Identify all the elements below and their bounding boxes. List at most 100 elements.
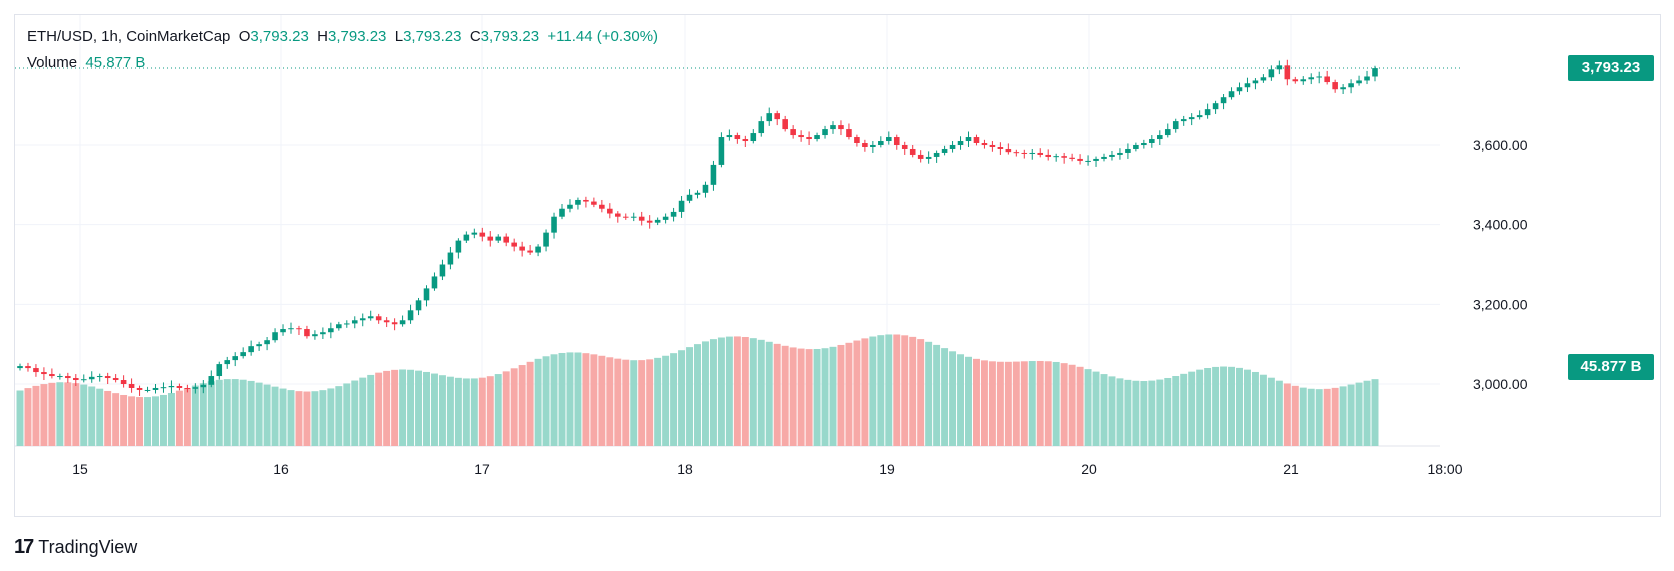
candle-body xyxy=(120,380,127,384)
volume-bar xyxy=(183,388,191,446)
candle-body xyxy=(320,332,326,335)
volume-bar xyxy=(502,371,510,446)
candle-body xyxy=(1356,80,1362,84)
price-tick-label: 3,400.00 xyxy=(1473,217,1528,233)
volume-bar xyxy=(797,348,805,446)
volume-bar xyxy=(1188,371,1196,446)
volume-bar xyxy=(845,342,853,446)
volume-bar xyxy=(869,336,877,446)
volume-bar xyxy=(781,345,789,446)
volume-bar xyxy=(1060,363,1068,446)
volume-bar xyxy=(430,373,438,446)
volume-bar xyxy=(223,379,231,446)
candle-body xyxy=(1085,160,1091,162)
candle-body xyxy=(447,252,454,265)
volume-bar xyxy=(630,360,638,446)
candle-body xyxy=(933,152,940,157)
volume-bar xyxy=(670,353,678,446)
candle-body xyxy=(519,246,525,251)
candle-body xyxy=(224,360,231,365)
candle-body xyxy=(49,374,55,377)
candle-body xyxy=(949,145,956,149)
candle-body xyxy=(1045,154,1051,157)
volume-bar xyxy=(925,341,933,446)
legend-high-label: H xyxy=(317,28,328,45)
candle-body xyxy=(415,300,422,311)
volume-bar xyxy=(1076,366,1084,446)
volume-bar xyxy=(1140,381,1148,446)
price-tick-label: 3,000.00 xyxy=(1473,376,1528,392)
candle-body xyxy=(1204,109,1211,116)
volume-bar xyxy=(821,348,829,446)
volume-bar xyxy=(1204,368,1212,446)
volume-bar xyxy=(231,379,239,446)
volume-bar xyxy=(351,380,359,446)
volume-bar xyxy=(16,390,24,446)
legend-open-label: O xyxy=(238,28,251,45)
volume-bar xyxy=(1100,374,1108,446)
candle-body xyxy=(670,211,677,217)
candle-body xyxy=(1109,154,1115,157)
candle-body xyxy=(734,135,741,140)
candle-body xyxy=(1372,68,1378,77)
candle-body xyxy=(1172,121,1179,130)
volume-bar xyxy=(885,334,893,446)
volume-bar xyxy=(1028,361,1036,446)
volume-bar xyxy=(255,382,263,446)
volume-bar xyxy=(861,338,869,446)
volume-bar xyxy=(1267,377,1275,446)
candle-body xyxy=(423,288,430,301)
volume-bar xyxy=(423,371,430,446)
volume-bar xyxy=(526,361,534,446)
chart-canvas[interactable]: 3,000.00 3,200.00 3,400.00 3,600.00 15 16 17 18… xyxy=(15,15,1660,516)
volume-bar xyxy=(446,376,454,446)
candle-body xyxy=(1061,156,1067,158)
legend-high: 3,793.23 xyxy=(328,28,387,45)
candle-body xyxy=(1101,156,1107,159)
volume-bar xyxy=(972,358,980,446)
candle-body xyxy=(264,340,270,345)
volume-bar xyxy=(191,385,199,446)
volume-bar xyxy=(662,355,670,446)
candle-body xyxy=(1316,76,1322,78)
candle-body xyxy=(1292,79,1299,82)
candle-body xyxy=(25,366,31,369)
tradingview-logo[interactable]: 17 TradingView xyxy=(14,536,137,559)
candle-body xyxy=(766,113,773,122)
candle-body xyxy=(1308,77,1315,80)
time-tick-label: 18:00 xyxy=(1427,461,1462,477)
candle-body xyxy=(591,201,597,205)
volume-bar xyxy=(725,336,733,446)
candle-body xyxy=(216,364,223,377)
candle-body xyxy=(909,148,916,155)
candle-body xyxy=(1212,103,1219,110)
candle-body xyxy=(192,387,199,389)
volume-bar xyxy=(263,384,271,446)
volume-bar xyxy=(391,369,399,446)
volume-bar xyxy=(1084,369,1092,446)
volume-bar xyxy=(773,343,781,446)
volume-bar xyxy=(64,382,72,446)
last-price-tag: 3,793.23 xyxy=(1568,55,1654,81)
candle-body xyxy=(80,379,87,381)
volume-bar xyxy=(1068,364,1076,446)
volume-bar xyxy=(359,377,367,446)
candle-body xyxy=(1324,76,1330,83)
volume-bar xyxy=(1363,380,1371,446)
candle-body xyxy=(280,329,286,333)
volume-bar xyxy=(438,375,446,446)
candle-body xyxy=(1093,158,1099,161)
candle-body xyxy=(559,208,565,217)
candle-body xyxy=(1340,87,1346,90)
candle-body xyxy=(989,145,996,147)
legend-close-label: C xyxy=(469,28,481,45)
volume-bar xyxy=(510,368,518,446)
volume-bar xyxy=(271,386,279,446)
candle-body xyxy=(981,143,988,145)
candle-body xyxy=(814,135,820,140)
candle-body xyxy=(328,328,334,333)
candle-body xyxy=(583,199,589,202)
time-tick-label: 16 xyxy=(273,461,289,477)
volume-bar xyxy=(646,359,654,446)
chart-frame[interactable]: 3,000.00 3,200.00 3,400.00 3,600.00 15 16 17 18… xyxy=(14,14,1661,517)
